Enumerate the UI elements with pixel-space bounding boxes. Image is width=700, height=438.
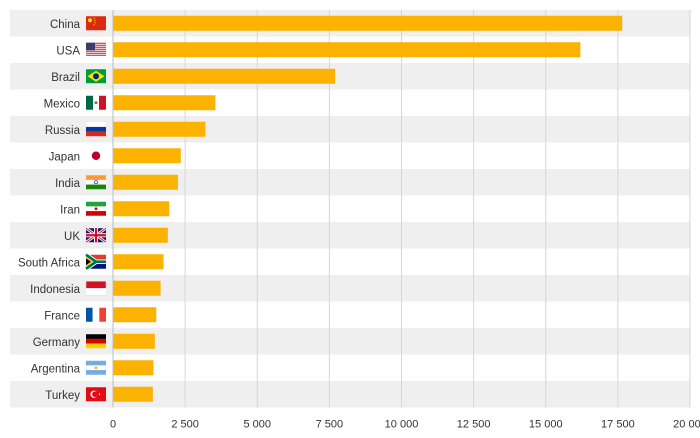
flag-iran-icon — [86, 201, 106, 216]
bar-uk[interactable] — [113, 227, 168, 243]
flag-brazil-icon — [86, 69, 106, 84]
x-tick-label: 10 000 — [385, 419, 419, 431]
bar-japan[interactable] — [113, 148, 181, 164]
category-label-mexico: Mexico — [44, 98, 80, 110]
bar-china[interactable] — [113, 15, 623, 31]
flag-indonesia-icon — [85, 281, 107, 296]
x-tick-label: 5 000 — [243, 419, 271, 431]
row-stripe — [10, 381, 690, 408]
category-label-china: China — [50, 19, 81, 31]
flags — [84, 16, 107, 402]
flag-south-africa-icon — [84, 252, 106, 271]
category-label-france: France — [44, 310, 80, 322]
flag-argentina-icon — [86, 360, 106, 375]
flag-germany-icon — [86, 334, 106, 349]
flag-russia-icon — [86, 122, 106, 137]
category-labels: China USA Brazil Mexico Russia Japan India Iran… — [18, 19, 81, 402]
x-tick-label: 17 500 — [601, 419, 635, 431]
category-label-germany: Germany — [33, 337, 81, 349]
flag-japan-icon — [86, 148, 106, 163]
flag-usa-icon — [86, 42, 106, 57]
x-tick-label: 20 000 — [673, 419, 700, 431]
category-label-brazil: Brazil — [51, 72, 80, 84]
category-label-argentina: Argentina — [31, 363, 81, 375]
category-label-usa: USA — [56, 45, 80, 57]
x-tick-label: 12 500 — [457, 419, 491, 431]
category-label-indonesia: Indonesia — [30, 284, 80, 296]
x-tick-label: 0 — [110, 419, 116, 431]
bar-turkey[interactable] — [113, 386, 153, 402]
flag-china-icon — [86, 16, 106, 31]
bar-russia[interactable] — [113, 121, 206, 137]
x-tick-label: 2 500 — [171, 419, 199, 431]
bar-usa[interactable] — [113, 42, 581, 58]
bar-mexico[interactable] — [113, 95, 216, 111]
category-label-india: India — [55, 178, 81, 190]
bar-brazil[interactable] — [113, 68, 336, 84]
x-tick-labels: 0 2 500 5 000 7 500 10 000 12 500 15 000 17 500… — [110, 419, 700, 431]
flag-france-icon — [86, 307, 106, 322]
bar-iran[interactable] — [113, 201, 170, 217]
bar-argentina[interactable] — [113, 360, 154, 376]
row-stripes — [10, 10, 690, 408]
flag-uk-icon — [85, 227, 107, 244]
row-stripe — [10, 116, 690, 143]
bar-germany[interactable] — [113, 333, 155, 349]
row-stripe — [10, 328, 690, 355]
category-label-uk: UK — [64, 231, 80, 243]
x-tick-label: 15 000 — [529, 419, 563, 431]
row-stripe — [10, 275, 690, 302]
row-stripe — [10, 169, 690, 196]
category-label-russia: Russia — [45, 125, 81, 137]
x-tick-label: 7 500 — [316, 419, 344, 431]
category-label-turkey: Turkey — [45, 390, 80, 402]
bar-indonesia[interactable] — [113, 280, 161, 296]
category-label-japan: Japan — [49, 151, 80, 163]
category-label-south-africa: South Africa — [18, 257, 81, 269]
row-stripe — [10, 63, 690, 90]
row-stripe — [10, 222, 690, 249]
bar-france[interactable] — [113, 307, 157, 323]
flag-turkey-icon — [86, 387, 106, 402]
bar-south-africa[interactable] — [113, 254, 164, 270]
bar-india[interactable] — [113, 174, 178, 190]
flag-mexico-icon — [86, 95, 106, 110]
bars — [113, 15, 623, 402]
category-label-iran: Iran — [60, 204, 80, 216]
flag-india-icon — [86, 175, 106, 190]
